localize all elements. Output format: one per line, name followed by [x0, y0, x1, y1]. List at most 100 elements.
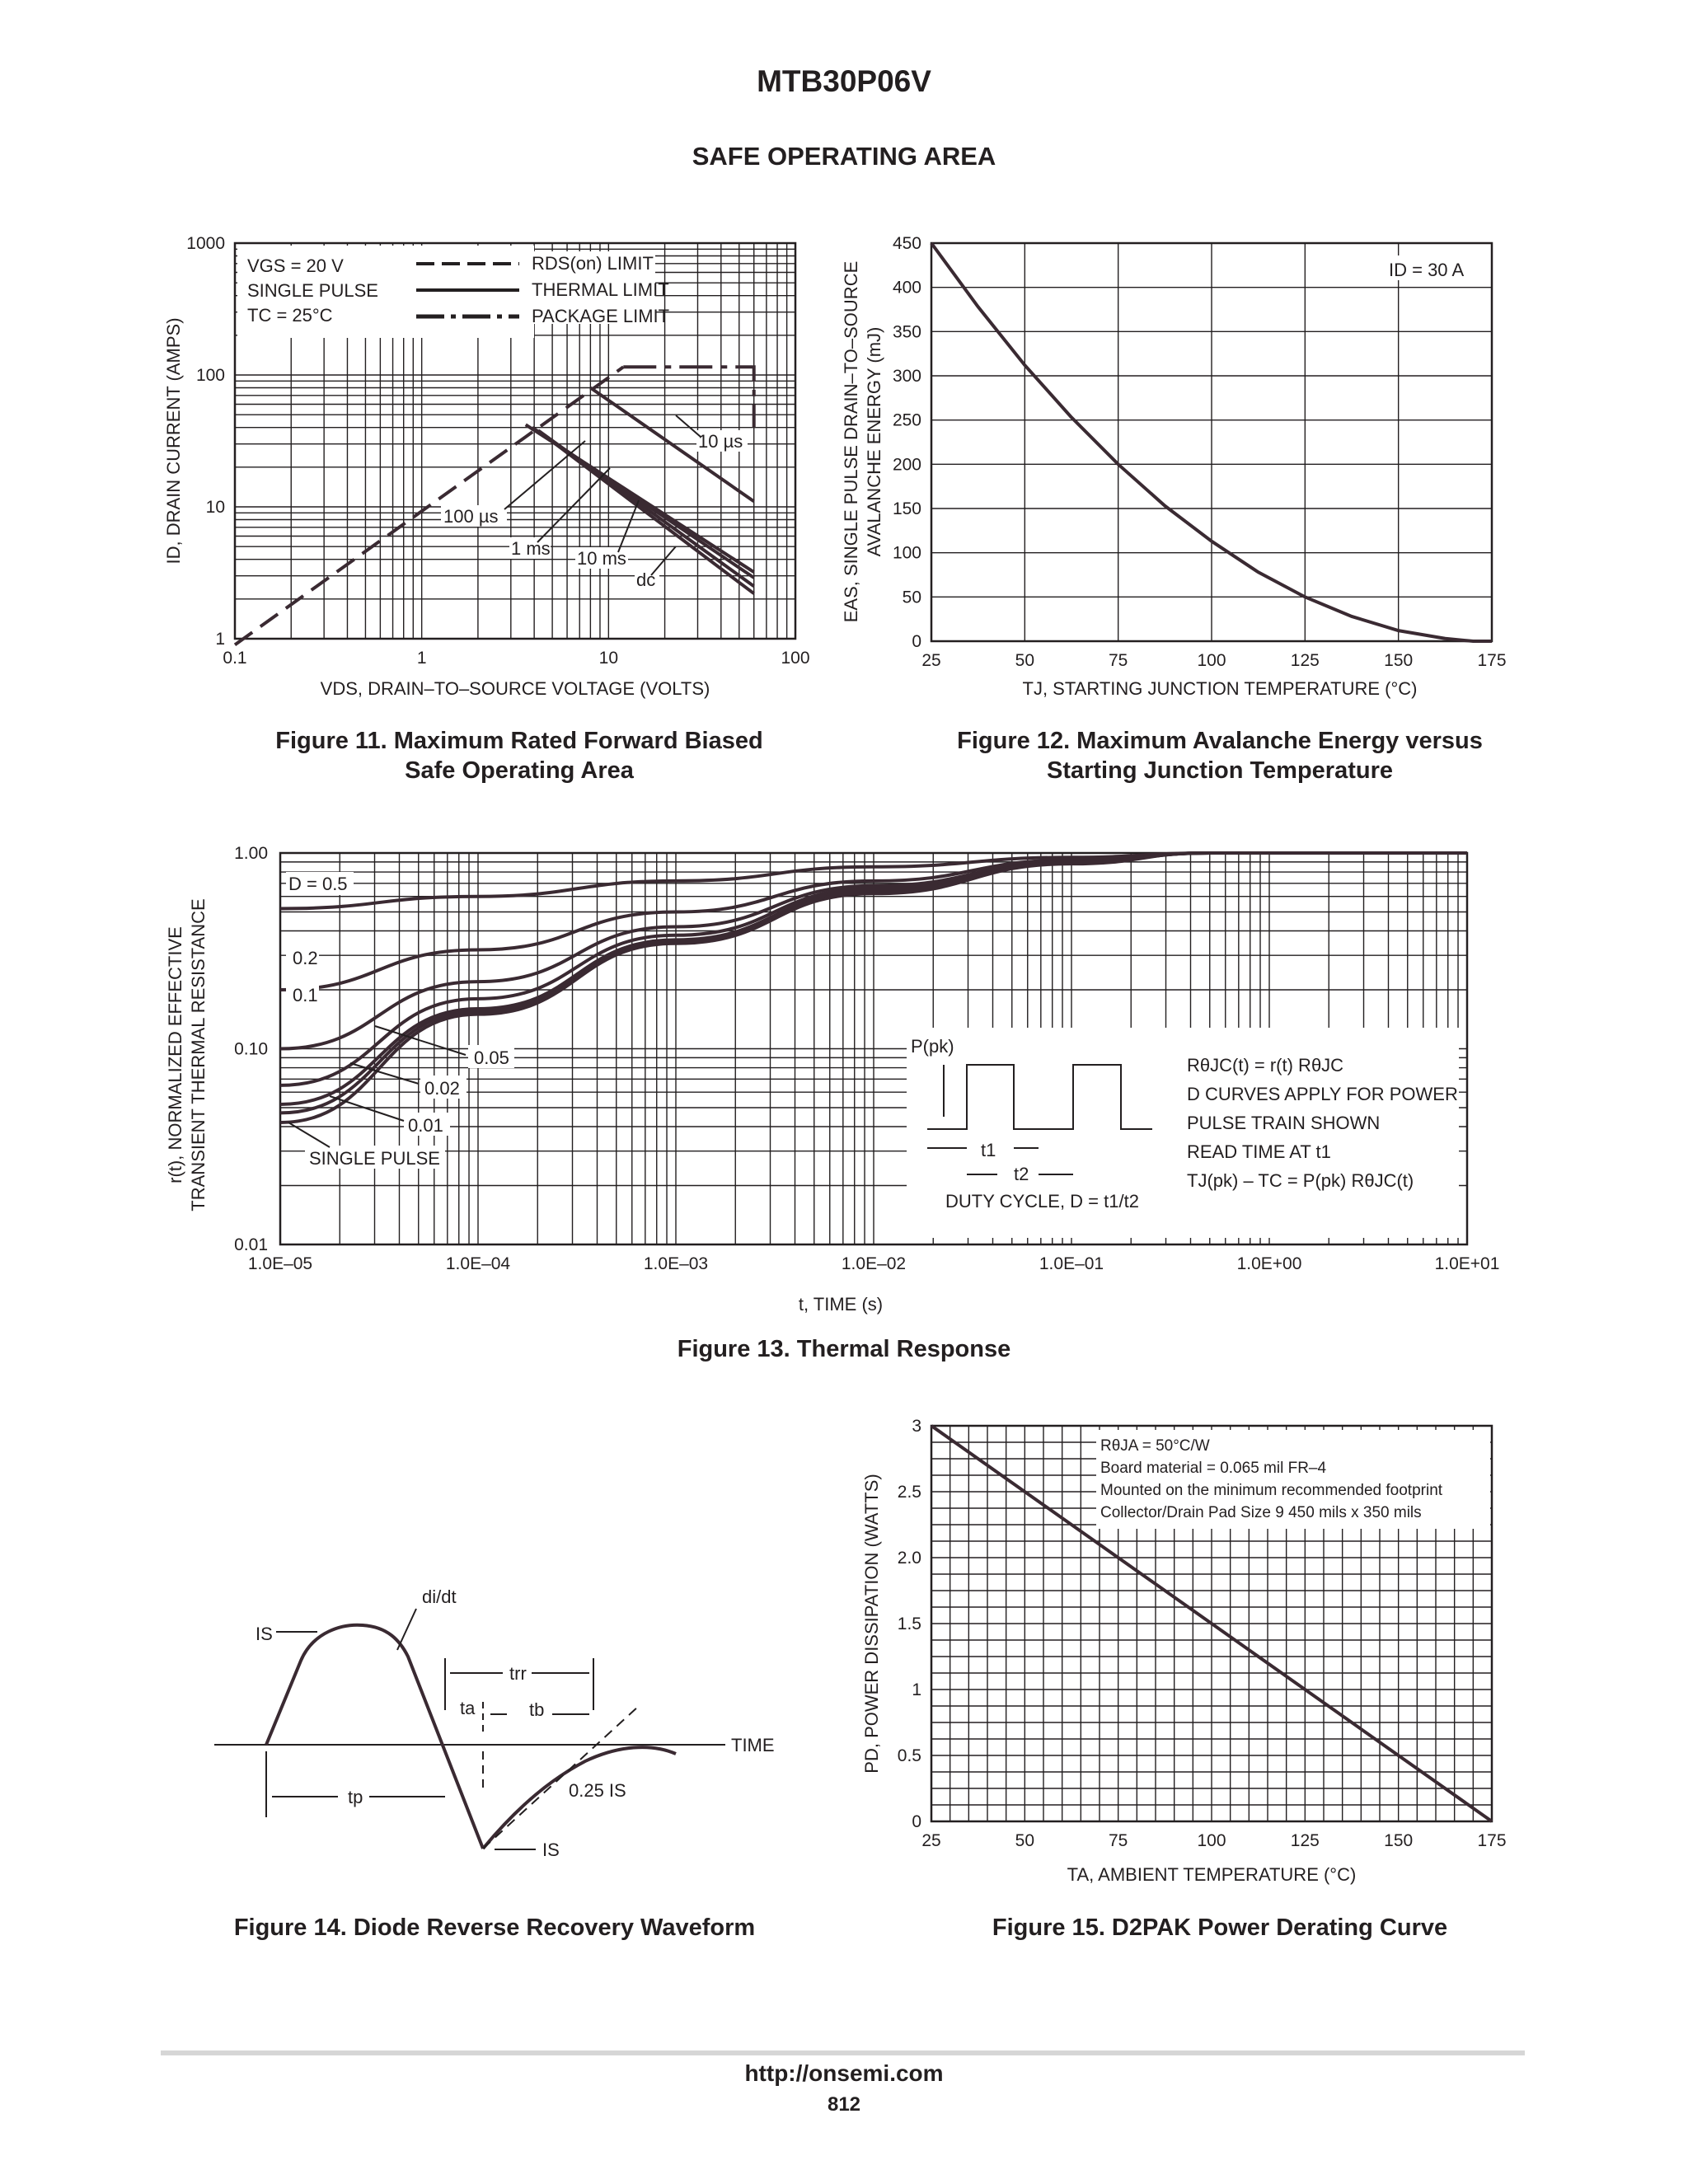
is-bottom-label: IS: [542, 1840, 560, 1860]
didt-extrapolation: [482, 1705, 640, 1849]
fig12-x-tick: 100: [1197, 651, 1226, 670]
fig15-x-tick: 25: [921, 1831, 940, 1850]
fig15-x-tick: 100: [1197, 1831, 1226, 1850]
fig13-x-tick: 1.0E–05: [248, 1254, 312, 1273]
fig15-x-tick: 125: [1291, 1831, 1320, 1850]
figure-15-chart: 25 50 75 100 125 150 175 0 0.5 1 1.5 2.0 2.5 3 RθJA =…: [861, 1417, 1507, 1885]
fig15-frame: [930, 1424, 1493, 1823]
fig13-x-tick: 1.0E–01: [1039, 1254, 1104, 1273]
d-label-0.1: 0.1: [293, 985, 318, 1005]
page-number: 812: [827, 2093, 861, 2116]
fig12-x-tick: 150: [1384, 651, 1413, 670]
d-label-0.02: 0.02: [424, 1078, 460, 1099]
fig13-x-tick: 1.0E–03: [644, 1254, 708, 1273]
fig11-x-tick: 10: [599, 649, 618, 668]
fig15-notes-box: [1096, 1430, 1490, 1529]
fig15-x-tick: 75: [1109, 1831, 1128, 1850]
inset-t1-label: t1: [981, 1140, 996, 1160]
fig11-series-6: [542, 434, 755, 595]
fig15-y-tick: 0.5: [898, 1746, 921, 1765]
fig12-tick-labels: 25 50 75 100 125 150 175 0 50 100 150 200 250 300 350 4…: [893, 234, 1507, 670]
section-title: SAFE OPERATING AREA: [692, 142, 996, 171]
d-label-0.05: 0.05: [474, 1047, 509, 1068]
figure-12-chart: 25 50 75 100 125 150 175 0 50 100 150 200 250 300 350 4…: [841, 234, 1507, 699]
footer-url[interactable]: http://onsemi.com: [744, 2060, 944, 2086]
label-10us: 10 µs: [698, 431, 743, 452]
figure-13-chart: 1.0E–05 1.0E–04 1.0E–03 1.0E–02 1.0E–01 1.0E+…: [165, 844, 1500, 1315]
fig11-x-tick: 100: [781, 649, 809, 668]
fig13-inset: [907, 1028, 1459, 1238]
fig12-y-tick: 250: [893, 411, 921, 430]
fig11-x-tick: 1: [417, 649, 427, 668]
fig11-y-tick: 100: [196, 366, 225, 385]
didt-label: di/dt: [422, 1586, 457, 1607]
fig12-x-axis-label: TJ, STARTING JUNCTION TEMPERATURE (°C): [1023, 678, 1418, 699]
forward-current-pulse: [265, 1623, 485, 1849]
fig12-x-tick: 50: [1015, 651, 1034, 670]
fig13-x-tick: 1.0E–04: [446, 1254, 511, 1273]
fig13-y-axis-label-1: r(t), NORMALIZED EFFECTIVE: [165, 926, 185, 1183]
fig12-y-tick: 450: [893, 234, 921, 253]
fig12-gridlines: [931, 242, 1493, 642]
inset-pulse-train: [927, 1064, 1152, 1130]
fig12-y-tick: 150: [893, 499, 921, 518]
fig15-y-tick: 3: [912, 1417, 921, 1436]
fig12-x-tick: 75: [1109, 651, 1128, 670]
fig11-series-2: [589, 386, 755, 504]
fig11-series-1: [623, 365, 756, 428]
figure-12-caption-1: Figure 12. Maximum Avalanche Energy vers…: [957, 728, 1483, 754]
fig12-y-tick: 0: [912, 632, 921, 651]
figure-15-caption: Figure 15. D2PAK Power Derating Curve: [992, 1915, 1448, 1941]
fig15-x-tick: 50: [1015, 1831, 1034, 1850]
fig13-y-axis-label-2: TRANSIENT THERMAL RESISTANCE: [188, 898, 209, 1211]
fig12-y-tick: 200: [893, 455, 921, 474]
inset-t2-label: t2: [1014, 1164, 1029, 1184]
fig11-y-tick: 1000: [186, 234, 225, 253]
fig13-y-tick: 0.01: [234, 1235, 268, 1254]
recovery-curve: [481, 1746, 677, 1850]
fig11-x-axis-label: VDS, DRAIN–TO–SOURCE VOLTAGE (VOLTS): [321, 678, 710, 699]
fig11-condition-tc: TC = 25°C: [247, 305, 333, 326]
fig12-energy-curve: [930, 241, 1492, 643]
fig13-curves: [279, 851, 1467, 1124]
fig12-y-axis-label-2: AVALANCHE ENERGY (mJ): [864, 327, 884, 557]
fig13-x-tick: 1.0E+00: [1237, 1254, 1302, 1273]
fig15-y-tick: 1: [912, 1680, 921, 1699]
fig13-x-axis-label: t, TIME (s): [799, 1294, 883, 1315]
fig13-x-tick: 1.0E–02: [842, 1254, 906, 1273]
inset-note-2: D CURVES APPLY FOR POWER: [1187, 1084, 1458, 1104]
fig12-y-tick: 100: [893, 544, 921, 563]
legend-package-label: PACKAGE LIMIT: [532, 306, 669, 326]
fig15-y-tick: 1.5: [898, 1615, 921, 1633]
fig13-x-tick: 1.0E+01: [1435, 1254, 1500, 1273]
fig15-y-axis-label: PD, POWER DISSIPATION (WATTS): [861, 1474, 882, 1773]
quarter-is-label: 0.25 IS: [569, 1780, 626, 1801]
figure-11-caption-2: Safe Operating Area: [405, 757, 634, 784]
footer-rule: [161, 2050, 1525, 2055]
fig12-frame: [930, 241, 1493, 643]
fig12-x-tick: 125: [1291, 651, 1320, 670]
fig11-curves: [233, 365, 756, 646]
legend-rdson-label: RDS(on) LIMIT: [532, 253, 654, 274]
inset-note-1: RθJC(t) = r(t) RθJC: [1187, 1055, 1343, 1076]
fig11-y-axis-label: ID, DRAIN CURRENT (AMPS): [163, 317, 184, 564]
fig13-series-6: [279, 851, 1467, 1124]
fig15-tick-labels: 25 50 75 100 125 150 175 0 0.5 1 1.5 2.0 2.5 3: [898, 1417, 1507, 1850]
fig11-y-tick: 10: [206, 498, 225, 517]
ta-label: ta: [460, 1698, 476, 1718]
fig11-frame: [233, 241, 797, 640]
figure-11-caption-1: Figure 11. Maximum Rated Forward Biased: [275, 728, 763, 754]
fig15-y-tick: 2.0: [898, 1549, 921, 1568]
fig12-x-tick: 175: [1477, 651, 1506, 670]
label-100us: 100 µs: [443, 506, 499, 527]
fig11-x-tick: 0.1: [223, 649, 246, 668]
inset-ppk-label: P(pk): [911, 1036, 954, 1057]
fig12-annotation: ID = 30 A: [1389, 260, 1464, 280]
fig13-y-tick: 1.00: [234, 844, 268, 863]
fig15-y-tick: 2.5: [898, 1483, 921, 1502]
fig15-x-tick: 150: [1384, 1831, 1413, 1850]
legend-thermal-label: THERMAL LIMIT: [532, 279, 669, 300]
fig12-y-axis-label-1: EAS, SINGLE PULSE DRAIN–TO–SOURCE: [841, 261, 861, 623]
fig12-y-tick: 300: [893, 367, 921, 386]
